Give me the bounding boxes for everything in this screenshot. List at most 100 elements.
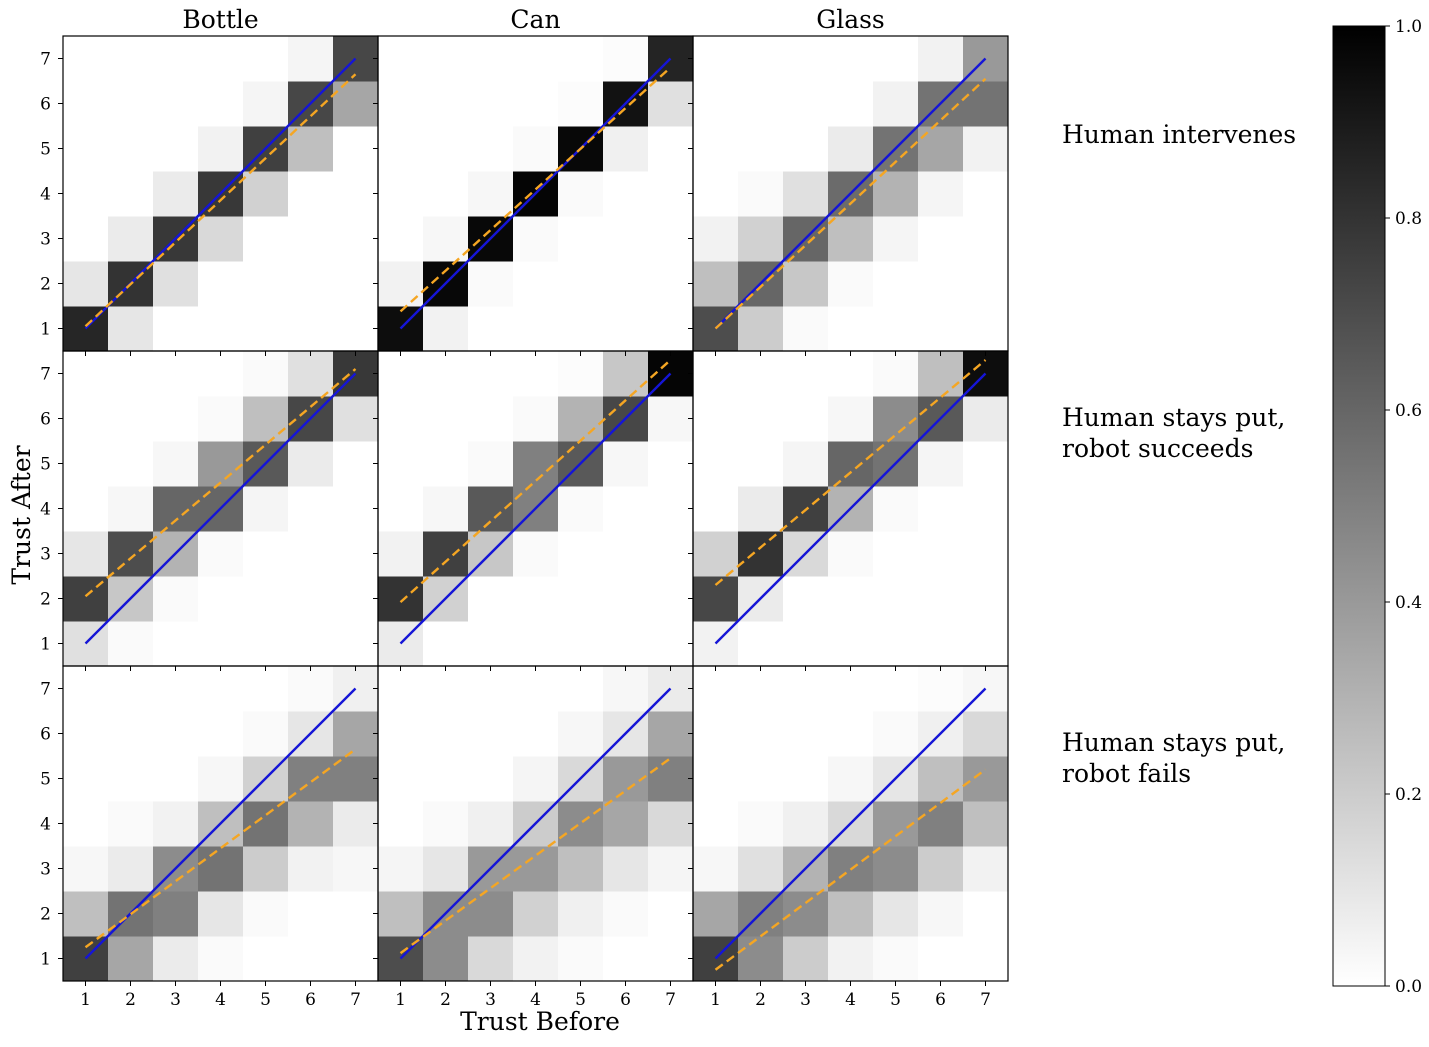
heatmap-cell: [288, 576, 334, 622]
y-tick-label: 6: [40, 725, 51, 745]
fit-line: [84, 368, 357, 598]
heatmap-cell: [828, 306, 874, 352]
heatmap-cell: [423, 216, 469, 262]
heatmap-cell: [108, 711, 154, 757]
colorbar-tick-label: 0.8: [1395, 209, 1422, 229]
heatmap-cell: [468, 261, 514, 307]
colorbar-tick-label: 0.6: [1395, 401, 1422, 421]
heatmap-cell: [963, 171, 1009, 217]
heatmap-cell: [513, 846, 559, 892]
heatmap-cell: [693, 801, 739, 847]
heatmap-cell: [243, 801, 289, 847]
heatmap-cell: [918, 756, 964, 802]
heatmap-cell: [963, 936, 1009, 982]
heatmap-cell: [153, 81, 199, 127]
x-tick-label: 6: [305, 990, 316, 1010]
heatmap-cell: [108, 351, 154, 397]
heatmap-cell: [693, 441, 739, 487]
heatmap-cell: [198, 621, 244, 667]
heatmap-cell: [558, 486, 604, 532]
heatmap-cell: [648, 306, 694, 352]
heatmap-cell: [513, 306, 559, 352]
heatmap-cell: [873, 216, 919, 262]
heatmap-cell: [963, 711, 1009, 757]
heatmap-cell: [288, 936, 334, 982]
heatmap-cell: [513, 576, 559, 622]
heatmap-cell: [828, 666, 874, 712]
heatmap-cell: [468, 171, 514, 217]
heatmap-cell: [108, 216, 154, 262]
heatmap-cell: [693, 711, 739, 757]
heatmap-cell: [918, 36, 964, 82]
heatmap-cell: [468, 441, 514, 487]
heatmap-cell: [378, 891, 424, 937]
heatmap-cell: [333, 306, 379, 352]
heatmap-cell: [153, 171, 199, 217]
heatmap-cell: [693, 576, 739, 622]
heatmap-cell: [918, 801, 964, 847]
heatmap-cell: [783, 351, 829, 397]
heatmap-cell: [693, 846, 739, 892]
heatmap-cell: [558, 531, 604, 577]
heatmap-cell: [828, 261, 874, 307]
heatmap-cell: [243, 666, 289, 712]
column-title-can: Can: [510, 5, 560, 34]
heatmap-cell: [333, 756, 379, 802]
heatmap-cell: [558, 396, 604, 442]
heatmap-cell: [558, 306, 604, 352]
heatmap-cell: [648, 396, 694, 442]
heatmap-cell: [738, 351, 784, 397]
heatmap-cell: [513, 81, 559, 127]
heatmap-cell: [603, 36, 649, 82]
heatmap-cell: [783, 801, 829, 847]
heatmap-cell: [243, 171, 289, 217]
heatmap-cell: [198, 936, 244, 982]
heatmap-cell: [288, 36, 334, 82]
heatmap-cell: [648, 261, 694, 307]
heatmap-cell: [828, 216, 874, 262]
heatmap-cell: [423, 171, 469, 217]
heatmap-cell: [378, 216, 424, 262]
x-tick-label: 4: [530, 990, 541, 1010]
y-tick-label: 4: [40, 185, 51, 205]
heatmap-cell: [333, 891, 379, 937]
heatmap-cell: [63, 216, 109, 262]
heatmap-cell: [963, 81, 1009, 127]
heatmap-cell: [738, 801, 784, 847]
heatmap-cell: [513, 711, 559, 757]
heatmap-cell: [828, 81, 874, 127]
x-tick-label: 7: [665, 990, 676, 1010]
heatmap-cell: [963, 216, 1009, 262]
heatmap-cell: [63, 81, 109, 127]
heatmap-cell: [63, 486, 109, 532]
heatmap-cell: [198, 81, 244, 127]
heatmap-cell: [108, 486, 154, 532]
column-titles: Bottle Can Glass: [182, 5, 884, 34]
heatmap-cell: [378, 576, 424, 622]
heatmap-cell: [198, 36, 244, 82]
heatmap-cell: [738, 711, 784, 757]
axis-ticks: 1 2 3 4 5 6 7 1 2 3 4 5 6 7 1 2 3 4 5 6 7 1 2 3 4 5 6 7 1 2 3 4 5 6 7 1 2 3 4 5…: [40, 50, 991, 1011]
heatmap-cell: [153, 126, 199, 172]
heatmap-cell: [873, 36, 919, 82]
heatmap-cell: [693, 486, 739, 532]
heatmap-cell: [918, 576, 964, 622]
heatmap-cell: [603, 936, 649, 982]
identity-line: [399, 57, 672, 330]
heatmap-cell: [648, 891, 694, 937]
heatmap-cell: [783, 666, 829, 712]
heatmap-cell: [648, 936, 694, 982]
heatmap-cell: [378, 666, 424, 712]
x-tick-label: 1: [710, 990, 721, 1010]
heatmap-cell: [198, 306, 244, 352]
heatmap-cell: [153, 396, 199, 442]
heatmap-cell: [963, 396, 1009, 442]
heatmap-cell: [558, 666, 604, 712]
heatmap-cell: [603, 216, 649, 262]
heatmap-cell: [648, 441, 694, 487]
heatmap-cell: [738, 621, 784, 667]
heatmap-cell: [153, 486, 199, 532]
heatmap-cell: [783, 126, 829, 172]
heatmap-cell: [423, 36, 469, 82]
heatmap-cell: [738, 36, 784, 82]
